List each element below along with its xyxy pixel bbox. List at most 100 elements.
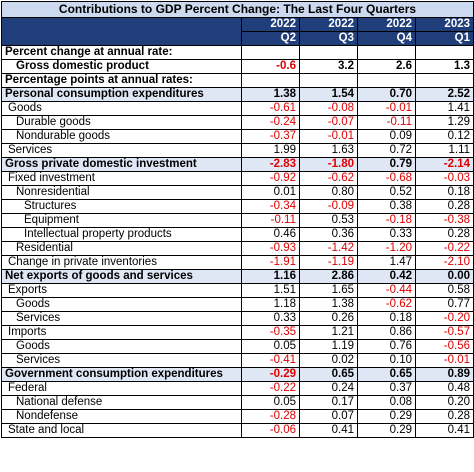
value-cell: -0.92 [241,171,300,186]
table-row: Net exports of goods and services 1.16 2.8… [1,269,474,284]
table-row: Goods 1.18 1.38 -0.62 0.77 [1,297,474,312]
table-row: National defense 0.05 0.17 0.08 0.20 [1,395,474,410]
value-cell: 0.29 [357,423,416,438]
value-cell: -0.29 [241,367,300,382]
value-cell: -0.35 [241,325,300,340]
year-header: 2023 [414,17,474,32]
value-cell: 1.99 [241,143,300,158]
value-cell: 1.41 [414,101,474,116]
value-cell: 1.38 [299,297,358,312]
table-row: Services -0.41 0.02 0.10 -0.01 [1,353,474,368]
value-cell: 2.6 [357,59,416,74]
value-cell [414,73,474,88]
value-cell: -0.37 [241,129,300,144]
value-cell: 1.11 [414,143,474,158]
value-cell [299,45,358,60]
value-cell: -1.20 [357,241,416,256]
value-cell: 1.47 [357,255,416,270]
gdp-contributions-table: Contributions to GDP Percent Change: The… [0,1,474,438]
table-row: Goods 0.05 1.19 0.76 -0.56 [1,339,474,354]
row-label: Durable goods [1,115,242,130]
value-cell [241,73,300,88]
value-cell: 0.33 [357,227,416,242]
value-cell: 0.28 [414,409,474,424]
value-cell: 3.2 [299,59,358,74]
value-cell: -0.22 [414,241,474,256]
quarter-header: Q3 [299,31,358,46]
row-label: Gross private domestic investment [1,157,242,172]
row-label: Net exports of goods and services [1,269,242,284]
quarter-header: Q1 [414,31,474,46]
year-header: 2022 [241,17,300,32]
value-cell: 0.79 [357,157,416,172]
table-row: Nondurable goods -0.37 -0.01 0.09 0.12 [1,129,474,144]
value-cell: 0.48 [414,381,474,396]
table-row: Government consumption expenditures -0.29… [1,367,474,382]
value-cell: -0.03 [414,171,474,186]
value-cell: 1.38 [241,87,300,102]
row-label: Goods [1,297,242,312]
value-cell: -1.80 [299,157,358,172]
value-cell: 0.20 [414,395,474,410]
value-cell: -1.42 [299,241,358,256]
value-cell: 2.86 [299,269,358,284]
value-cell: 0.89 [414,367,474,382]
value-cell: 0.77 [414,297,474,312]
table-row: Percent change at annual rate: [1,45,474,60]
value-cell: 0.72 [357,143,416,158]
table-row: Durable goods -0.24 -0.07 -0.11 1.29 [1,115,474,130]
value-cell: -0.06 [241,423,300,438]
value-cell: 0.24 [299,381,358,396]
value-cell: 1.3 [414,59,474,74]
table-row: Structures -0.34 -0.09 0.38 0.28 [1,199,474,214]
table-row: Personal consumption expenditures 1.38 1.5… [1,87,474,102]
value-cell: 0.37 [357,381,416,396]
value-cell: 1.29 [414,115,474,130]
value-cell: 1.16 [241,269,300,284]
value-cell: -0.08 [299,101,358,116]
table-row: Nonresidential 0.01 0.80 0.52 0.18 [1,185,474,200]
value-cell: -0.6 [241,59,300,74]
value-cell: 0.42 [357,269,416,284]
value-cell: -0.01 [299,129,358,144]
value-cell: -0.11 [357,115,416,130]
value-cell: -0.18 [357,213,416,228]
value-cell: -0.56 [414,339,474,354]
row-label: Goods [1,101,242,116]
year-header-row: 2022 2022 2022 2023 [1,17,474,46]
row-label: Structures [1,199,242,214]
value-cell: -0.57 [414,325,474,340]
value-cell: -0.20 [414,311,474,326]
value-cell: -0.01 [357,101,416,116]
row-label: Government consumption expenditures [1,367,242,382]
quarter-header: Q2 [241,31,300,46]
table-row: Nondefense -0.28 0.07 0.29 0.28 [1,409,474,424]
value-cell: 0.02 [299,353,358,368]
table-row: Gross private domestic investment -2.83 -1… [1,157,474,172]
row-label: Personal consumption expenditures [1,87,242,102]
table-row: Percentage points at annual rates: [1,73,474,88]
table-row: Residential -0.93 -1.42 -1.20 -0.22 [1,241,474,256]
value-cell: 0.46 [241,227,300,242]
value-cell: -0.34 [241,199,300,214]
row-label: National defense [1,395,242,410]
table-row: Services 1.99 1.63 0.72 1.11 [1,143,474,158]
value-cell: -0.07 [299,115,358,130]
value-cell: -2.10 [414,255,474,270]
row-label: Services [1,311,242,326]
table-row: Change in private inventories -1.91 -1.19 1… [1,255,474,270]
value-cell: 1.21 [299,325,358,340]
value-cell: 0.86 [357,325,416,340]
value-cell [357,45,416,60]
row-label: Change in private inventories [1,255,242,270]
value-cell: 1.19 [299,339,358,354]
value-cell: 0.01 [241,185,300,200]
value-cell: -0.62 [299,171,358,186]
row-label: Imports [1,325,242,340]
value-cell: -0.61 [241,101,300,116]
row-label: Nonresidential [1,185,242,200]
value-cell: 1.63 [299,143,358,158]
value-cell: 0.36 [299,227,358,242]
value-cell: 0.18 [414,185,474,200]
row-label: Services [1,353,242,368]
